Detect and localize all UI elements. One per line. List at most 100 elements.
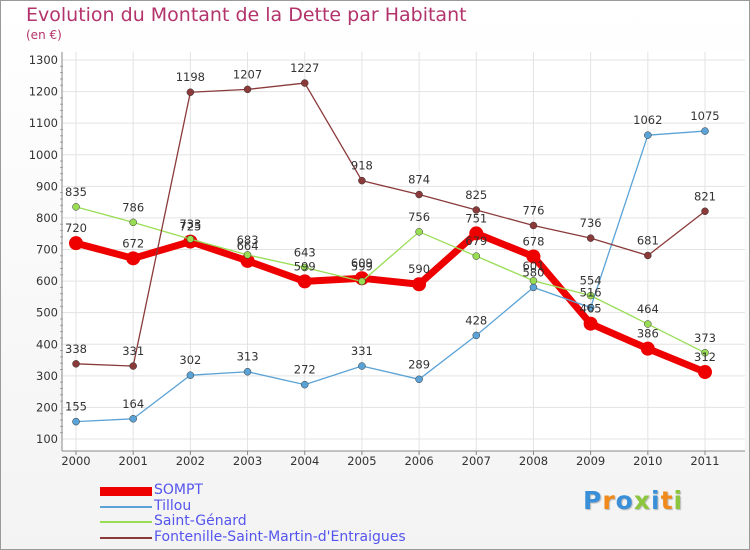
x-tick-label: 2004 bbox=[290, 454, 319, 468]
data-point-saint-g-nard bbox=[529, 277, 538, 285]
data-label-saint-g-nard: 643 bbox=[294, 246, 316, 260]
data-point-saint-g-nard bbox=[415, 228, 423, 236]
data-label-tillou: 516 bbox=[580, 286, 602, 300]
data-point-tillou bbox=[243, 367, 252, 376]
series-line-tillou bbox=[75, 130, 706, 423]
chart-title: Evolution du Montant de la Dette par Hab… bbox=[26, 4, 467, 26]
data-point-tillou bbox=[129, 415, 137, 423]
data-label-saint-g-nard: 733 bbox=[179, 217, 201, 231]
y-tick-label: 200 bbox=[36, 400, 58, 414]
legend-label: Fontenille-Saint-Martin-d'Entraigues bbox=[154, 528, 406, 545]
data-label-fontenille-saint-martin-d-entraigues: 681 bbox=[637, 234, 659, 248]
data-label-saint-g-nard: 756 bbox=[408, 210, 430, 224]
data-label-sompt: 678 bbox=[522, 234, 544, 248]
data-point-sompt bbox=[526, 249, 541, 264]
data-label-tillou: 302 bbox=[179, 353, 201, 367]
x-tick-label: 2008 bbox=[519, 454, 548, 468]
x-tick-label: 2011 bbox=[690, 454, 719, 468]
data-point-fontenille-saint-martin-d-entraigues bbox=[472, 206, 481, 214]
logo-letter: t bbox=[660, 486, 674, 515]
y-tick-label: 300 bbox=[36, 369, 58, 383]
data-point-saint-g-nard bbox=[243, 251, 252, 259]
data-label-sompt: 465 bbox=[580, 302, 602, 316]
logo-letter: x bbox=[633, 486, 651, 515]
data-point-saint-g-nard bbox=[586, 291, 595, 300]
chart-subtitle: (en €) bbox=[26, 28, 62, 42]
data-label-fontenille-saint-martin-d-entraigues: 338 bbox=[65, 342, 87, 356]
x-tick-label: 2007 bbox=[462, 454, 491, 468]
data-point-sompt bbox=[698, 365, 712, 380]
data-label-saint-g-nard: 464 bbox=[637, 302, 659, 316]
data-label-saint-g-nard: 373 bbox=[694, 331, 716, 345]
data-label-saint-g-nard: 679 bbox=[465, 234, 487, 248]
data-point-tillou bbox=[472, 331, 481, 340]
data-label-saint-g-nard: 599 bbox=[351, 259, 373, 273]
series-line-sompt bbox=[75, 229, 707, 376]
data-label-fontenille-saint-martin-d-entraigues: 821 bbox=[694, 189, 716, 203]
data-label-fontenille-saint-martin-d-entraigues: 1227 bbox=[290, 61, 319, 75]
data-label-sompt: 386 bbox=[637, 327, 659, 341]
data-label-sompt: 599 bbox=[294, 259, 316, 273]
data-point-saint-g-nard bbox=[472, 252, 481, 260]
y-tick-label: 1300 bbox=[29, 53, 58, 67]
data-point-fontenille-saint-martin-d-entraigues bbox=[586, 234, 595, 242]
data-point-sompt bbox=[583, 316, 598, 331]
data-label-sompt: 725 bbox=[179, 220, 201, 234]
data-point-sompt bbox=[412, 277, 427, 292]
data-point-sompt bbox=[240, 253, 255, 268]
data-point-sompt bbox=[640, 341, 655, 356]
data-label-tillou: 289 bbox=[408, 357, 430, 371]
series-line-fontenille-saint-martin-d-entraigues bbox=[75, 82, 706, 367]
data-point-tillou bbox=[701, 127, 709, 135]
data-point-saint-g-nard bbox=[358, 277, 366, 286]
logo-letter: i bbox=[673, 486, 684, 515]
y-tick-label: 100 bbox=[36, 432, 58, 446]
data-point-tillou bbox=[586, 303, 595, 312]
data-point-saint-g-nard bbox=[644, 320, 652, 328]
data-label-tillou: 331 bbox=[351, 344, 373, 358]
series-line-saint-g-nard bbox=[75, 206, 706, 354]
data-label-saint-g-nard: 601 bbox=[522, 259, 544, 273]
data-point-tillou bbox=[415, 375, 423, 384]
data-point-tillou bbox=[186, 371, 195, 379]
plot-area bbox=[62, 52, 745, 451]
y-tick-label: 800 bbox=[36, 211, 58, 225]
data-point-sompt bbox=[69, 236, 83, 251]
data-point-tillou bbox=[529, 283, 538, 292]
data-point-fontenille-saint-martin-d-entraigues bbox=[186, 88, 195, 96]
data-label-tillou: 428 bbox=[465, 313, 487, 327]
data-label-fontenille-saint-martin-d-entraigues: 736 bbox=[580, 216, 602, 230]
legend-swatch bbox=[100, 505, 152, 508]
legend-swatch bbox=[100, 486, 152, 496]
data-point-fontenille-saint-martin-d-entraigues bbox=[300, 79, 309, 87]
y-tick-label: 1100 bbox=[29, 116, 58, 130]
legend-label: Tillou bbox=[154, 497, 192, 514]
data-point-tillou bbox=[644, 131, 652, 139]
logo-letter: P bbox=[583, 486, 603, 515]
y-tick-label: 600 bbox=[36, 274, 58, 288]
data-label-tillou: 1062 bbox=[633, 113, 662, 127]
data-label-fontenille-saint-martin-d-entraigues: 776 bbox=[522, 203, 544, 217]
data-point-fontenille-saint-martin-d-entraigues bbox=[243, 85, 252, 94]
data-label-fontenille-saint-martin-d-entraigues: 874 bbox=[408, 173, 430, 187]
x-tick-label: 2005 bbox=[347, 454, 376, 468]
y-tick-label: 400 bbox=[36, 337, 58, 351]
y-tick-label: 1200 bbox=[29, 85, 58, 99]
data-label-sompt: 312 bbox=[694, 350, 716, 364]
data-label-fontenille-saint-martin-d-entraigues: 825 bbox=[465, 188, 487, 202]
x-tick-label: 2003 bbox=[233, 454, 262, 468]
x-tick-label: 2001 bbox=[119, 454, 148, 468]
data-label-fontenille-saint-martin-d-entraigues: 1198 bbox=[176, 70, 205, 84]
x-tick-label: 2002 bbox=[176, 454, 205, 468]
logo-letter: r bbox=[602, 486, 616, 515]
data-label-saint-g-nard: 835 bbox=[65, 185, 87, 199]
logo-letter: i bbox=[651, 486, 661, 515]
x-tick-label: 2006 bbox=[404, 454, 433, 468]
y-tick-label: 500 bbox=[36, 306, 58, 320]
data-label-fontenille-saint-martin-d-entraigues: 331 bbox=[122, 344, 144, 358]
x-tick-label: 2000 bbox=[61, 454, 90, 468]
data-point-tillou bbox=[358, 362, 366, 370]
data-point-fontenille-saint-martin-d-entraigues bbox=[72, 360, 80, 368]
data-label-sompt: 590 bbox=[408, 262, 430, 276]
